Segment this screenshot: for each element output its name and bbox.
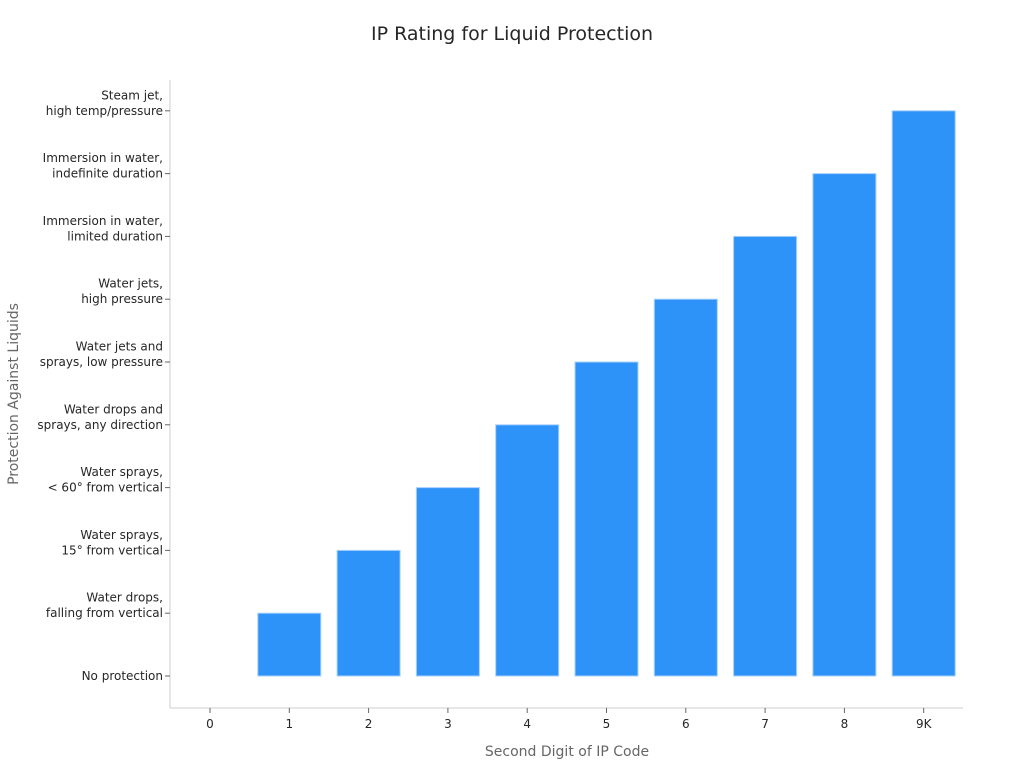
x-tick-label: 4 xyxy=(523,717,531,731)
bar-5 xyxy=(574,361,639,677)
y-axis-label: Protection Against Liquids xyxy=(6,303,22,485)
x-axis-label: Second Digit of IP Code xyxy=(485,744,649,760)
bar-1 xyxy=(257,612,322,677)
x-tick-label: 7 xyxy=(761,717,769,731)
y-tick-label: Water jets, high pressure xyxy=(81,277,163,307)
bar-2 xyxy=(336,549,401,677)
bar-8 xyxy=(812,173,877,677)
x-tick-label: 3 xyxy=(444,717,452,731)
x-tick-label: 8 xyxy=(841,717,849,731)
x-tick-label: 1 xyxy=(285,717,293,731)
y-tick-label: Steam jet, high temp/pressure xyxy=(46,88,163,118)
y-tick-label: Water drops and sprays, any direction xyxy=(37,402,163,432)
y-tick-label: Immersion in water, limited duration xyxy=(43,214,163,244)
x-tick-label: 0 xyxy=(206,717,214,731)
y-tick-label: Water sprays, 15° from vertical xyxy=(61,528,163,558)
y-tick-label: Water drops, falling from vertical xyxy=(46,591,163,621)
x-tick-label: 5 xyxy=(603,717,611,731)
bar-6 xyxy=(653,298,718,677)
chart-title: IP Rating for Liquid Protection xyxy=(371,23,653,45)
bar-9K xyxy=(891,110,956,677)
x-tick-label: 2 xyxy=(365,717,373,731)
y-tick-label: Water jets and sprays, low pressure xyxy=(40,340,163,370)
bar-4 xyxy=(495,424,560,677)
x-tick-label: 9K xyxy=(916,717,933,731)
y-tick-label: Water sprays, < 60° from vertical xyxy=(48,465,163,495)
bar-7 xyxy=(733,235,798,677)
x-tick-label: 6 xyxy=(682,717,690,731)
y-tick-label: No protection xyxy=(82,669,163,683)
y-tick-label: Immersion in water, indefinite duration xyxy=(43,151,163,181)
bar-3 xyxy=(415,487,480,677)
